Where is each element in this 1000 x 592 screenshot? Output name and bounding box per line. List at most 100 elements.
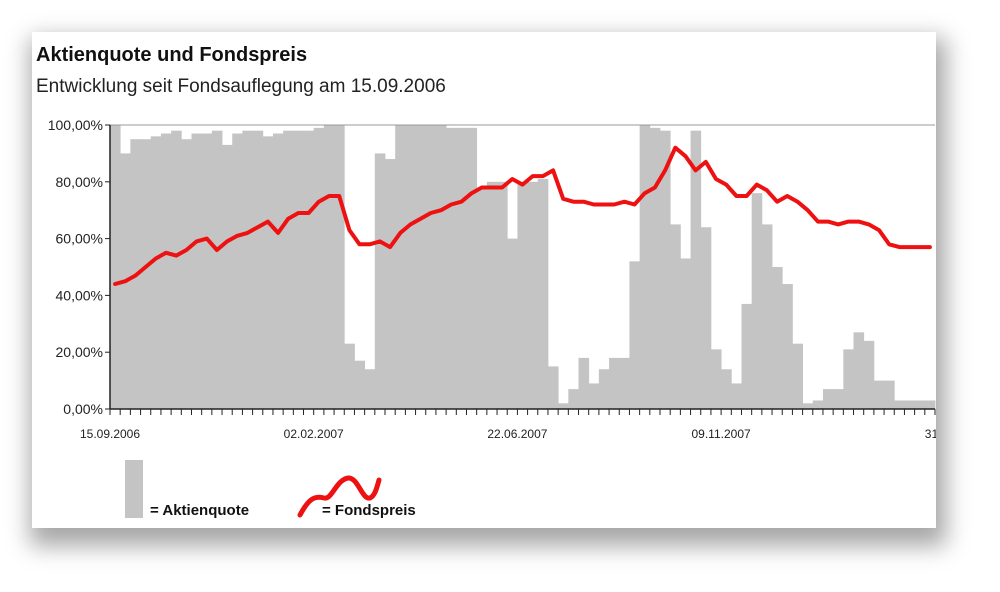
bar [660,130,671,409]
bar [598,369,610,409]
bar [456,127,467,409]
bar [690,130,702,409]
bar [772,267,783,409]
bar [710,349,722,409]
chart-card: Aktienquote und Fondspreis Entwicklung s… [32,32,936,528]
x-tick-label: 31.03 [925,427,936,441]
bar [527,181,539,409]
y-tick-label: 20,00% [56,344,103,360]
bar [884,380,895,409]
bar [700,227,712,409]
bar [201,133,213,409]
bar [293,130,304,409]
bar [578,357,590,409]
y-tick-label: 100,00% [48,117,103,133]
bar [782,284,793,409]
y-axis-ticks: 0,00% 20,00% 40,00% 60,00% 80,00% 100,00% [48,117,110,417]
x-tick-label: 02.02.2007 [284,427,344,441]
bar [721,369,732,409]
bar [680,258,691,409]
bar [894,400,905,409]
bar [639,125,651,409]
bar [385,159,396,409]
legend-label-fondspreis: = Fondspreis [322,502,416,519]
bar [924,400,936,409]
bar [222,144,233,409]
bar [140,139,152,409]
bar [568,389,579,409]
bar [476,187,488,409]
bar [649,127,661,409]
bar [425,125,437,409]
bar [558,403,569,409]
x-tick-label: 09.11.2007 [692,427,751,441]
bar [323,125,335,409]
y-tick-label: 60,00% [56,231,103,247]
bar [191,133,203,409]
bar [497,181,508,409]
y-tick-label: 0,00% [63,401,103,417]
x-tick-label: 15.09.2006 [80,427,140,441]
bar [670,224,681,409]
bar [741,303,753,409]
bar [344,343,355,409]
bar [822,389,834,409]
chart-title: Aktienquote und Fondspreis [36,44,308,66]
bar [619,357,630,409]
line-fondspreis [113,145,932,286]
bar [833,389,844,409]
bar [354,360,366,409]
bar [262,136,274,410]
legend: = Aktienquote = Fondspreis [125,460,416,519]
bar [873,380,885,409]
bar-series-aktienquote [110,125,936,410]
bar [843,349,854,409]
chart-subtitle: Entwicklung seit Fondsauflegung am 15.09… [36,76,446,97]
bar [537,178,549,409]
bar [466,127,478,409]
bar [853,332,865,409]
bar [405,125,416,409]
bar [802,403,814,409]
bar [211,130,223,409]
bar [863,340,875,409]
bar [150,136,162,410]
bar [435,125,447,409]
bar [812,400,824,409]
bar [547,366,559,409]
bar [232,133,243,409]
bar [629,261,641,409]
bar [364,369,376,409]
bar [486,181,498,409]
bar [792,343,803,409]
bar [731,383,742,409]
line-series-fondspreis [113,145,932,286]
bar [609,357,620,409]
bar [415,125,427,409]
bar [283,130,294,409]
bar [517,181,528,409]
bar [313,127,325,409]
bar [181,139,192,409]
bar [446,127,457,409]
x-axis-ticks: 15.09.2006 02.02.2007 22.06.2007 09.11.2007… [80,409,936,441]
legend-swatch-aktienquote [125,460,143,518]
bar [761,224,773,409]
bar [303,130,315,409]
y-tick-label: 40,00% [56,287,103,303]
bar [160,133,172,409]
bar [904,400,916,409]
bar [914,400,926,409]
bar [395,125,406,409]
bar [751,193,763,409]
chart-axes [109,124,935,410]
x-tick-label: 22.06.2007 [487,427,547,441]
bar [588,383,600,409]
chart-plot: 0,00% 20,00% 40,00% 60,00% 80,00% 100,00% 15.… [48,117,936,519]
bar [252,130,264,409]
bar [242,130,253,409]
bar [507,238,518,409]
bar [171,130,182,409]
bar [272,133,284,409]
bar [374,153,386,409]
